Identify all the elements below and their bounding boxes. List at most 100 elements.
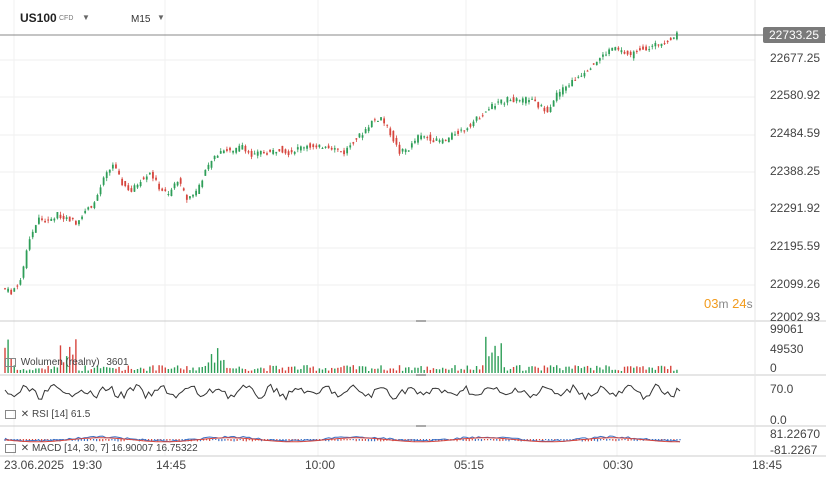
macd-histogram-bar — [151, 439, 153, 442]
macd-panel-label[interactable]: ✕ MACD [14, 30, 7] 16.90007 16.75322 — [5, 443, 198, 454]
candle-body — [201, 180, 204, 187]
rsi-label: RSI [14] — [31, 409, 69, 420]
macd-histogram-bar — [486, 439, 489, 441]
volume-bar — [99, 368, 102, 373]
candle-body — [65, 217, 68, 219]
chevron-down-icon[interactable]: ▼ — [82, 13, 90, 22]
macd-histogram-bar — [428, 439, 431, 441]
panel-menu-icon[interactable] — [5, 443, 16, 453]
candle-body — [207, 164, 210, 170]
macd-histogram-bar — [538, 439, 541, 441]
candle-body — [330, 147, 333, 150]
volume-bar — [568, 366, 570, 373]
candle-body — [164, 189, 167, 191]
candle-body — [488, 109, 490, 111]
macd-histogram-bar — [636, 439, 638, 442]
volume-bar — [448, 369, 450, 373]
candle-body — [127, 185, 130, 191]
chevron-down-icon[interactable]: ▼ — [157, 13, 165, 22]
candle-body — [87, 207, 90, 210]
volume-bar — [457, 370, 459, 373]
volume-bar — [155, 370, 157, 373]
macd-histogram-bar — [627, 439, 629, 441]
close-icon[interactable]: ✕ — [20, 409, 30, 420]
candle-body — [352, 142, 355, 144]
volume-bar — [146, 370, 148, 373]
candle-body — [105, 172, 108, 179]
volume-bar — [454, 365, 456, 373]
candle-body — [96, 194, 99, 201]
macd-histogram-bar — [227, 439, 229, 441]
volume-bar — [183, 369, 185, 373]
volume-bar — [257, 368, 259, 373]
candle-body — [367, 127, 370, 132]
candle-body — [389, 128, 392, 136]
macd-histogram-bar — [584, 439, 586, 442]
candle-body — [626, 50, 629, 55]
macd-histogram-bar — [425, 439, 428, 441]
countdown-min-unit: m — [718, 297, 729, 311]
volume-bar — [124, 369, 126, 373]
panel-menu-icon[interactable] — [5, 409, 16, 419]
candle-body — [410, 143, 413, 148]
volume-bar — [614, 369, 616, 373]
volume-bar — [460, 368, 462, 373]
volume-bar — [142, 368, 145, 373]
volume-bar — [229, 368, 231, 373]
volume-bar — [401, 370, 404, 373]
candle-body — [417, 135, 419, 143]
volume-bar — [602, 369, 604, 373]
candle-body — [204, 169, 207, 176]
candle-body — [491, 103, 493, 109]
macd-histogram-bar — [181, 439, 183, 442]
macd-histogram-bar — [364, 439, 367, 441]
price-axis-label: 22291.92 — [770, 201, 820, 215]
macd-histogram-bar — [493, 439, 495, 441]
candle-body — [290, 150, 293, 153]
macd-histogram-bar — [77, 439, 79, 442]
symbol-selector[interactable]: US100 — [20, 11, 57, 25]
candle-body — [269, 149, 271, 152]
volume-bar — [352, 365, 354, 373]
volume-bar — [494, 345, 496, 373]
volume-bar — [186, 366, 188, 373]
candle-body — [537, 102, 540, 108]
macd-value: 16.90007 — [111, 443, 154, 454]
candle-body — [142, 177, 145, 180]
timeframe-selector[interactable]: M15 — [131, 14, 151, 25]
candle-body — [324, 146, 327, 148]
volume-bar — [136, 369, 139, 373]
volume-bar — [139, 367, 142, 373]
candle-body — [139, 182, 142, 187]
macd-histogram-bar — [340, 439, 342, 441]
candle-body — [460, 129, 463, 131]
volume-bar — [482, 365, 484, 373]
candle-body — [238, 145, 241, 152]
candle-body — [38, 217, 40, 224]
volume-bar — [50, 369, 52, 373]
volume-bar — [404, 367, 407, 373]
candle-body — [635, 50, 638, 52]
macd-histogram-bar — [416, 439, 418, 441]
volume-bar — [528, 366, 530, 373]
volume-bar — [620, 370, 623, 373]
candle-body — [99, 187, 102, 195]
macd-histogram-bar — [239, 439, 241, 441]
close-icon[interactable]: ✕ — [20, 443, 30, 454]
countdown-sec-unit: s — [746, 297, 753, 311]
rsi-panel-label[interactable]: ✕ RSI [14] 61.5 — [5, 409, 90, 420]
candle-body — [524, 97, 527, 104]
volume-bar — [53, 366, 56, 373]
macd-histogram-bar — [41, 439, 43, 442]
macd-histogram-bar — [471, 439, 473, 441]
volume-bar — [463, 369, 465, 373]
candle-body — [602, 54, 604, 57]
volume-bar — [272, 365, 274, 373]
macd-histogram-bar — [83, 439, 86, 441]
panel-menu-icon[interactable] — [5, 357, 16, 367]
volume-bar — [546, 367, 549, 373]
macd-histogram-bar — [245, 439, 247, 442]
candle-body — [395, 137, 398, 145]
volume-panel-label[interactable]: Wolumen (realny) 3601 — [5, 357, 129, 368]
